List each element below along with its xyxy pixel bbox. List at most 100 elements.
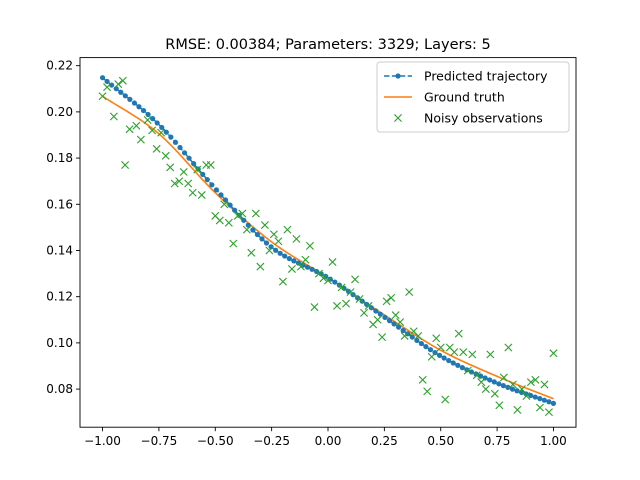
observation-point [265, 246, 274, 255]
predicted-point [496, 381, 502, 387]
observation-point [98, 92, 107, 101]
observation-point [531, 375, 540, 384]
observation-point [206, 161, 215, 170]
predicted-point [209, 182, 215, 188]
observation-point [278, 277, 287, 286]
observation-point [418, 375, 427, 384]
observation-point [157, 128, 166, 137]
observation-point [251, 209, 260, 218]
observation-point [436, 343, 445, 352]
legend-predicted-label: Predicted trajectory [424, 69, 548, 84]
predicted-point [436, 352, 443, 358]
predicted-point [382, 314, 388, 321]
observation-point [499, 373, 508, 382]
observation-point [432, 334, 441, 343]
observation-point [184, 179, 193, 188]
observation-point [391, 311, 400, 320]
observation-point [319, 274, 328, 283]
predicted-point [537, 396, 543, 402]
predicted-point [546, 399, 552, 405]
predicted-point [163, 129, 169, 135]
predicted-point [191, 161, 197, 167]
chart-title: RMSE: 0.00384; Parameters: 3329; Layers:… [165, 37, 491, 53]
predicted-point [309, 266, 315, 272]
predicted-point [446, 357, 452, 364]
predicted-point [295, 260, 301, 266]
observation-point [328, 258, 337, 267]
observation-point [256, 262, 265, 271]
y-tick-label: 0.18 [46, 151, 73, 165]
predicted-point [418, 340, 424, 347]
observation-point [490, 389, 499, 398]
predicted-point [177, 144, 183, 151]
legend-box [376, 61, 570, 133]
predicted-point [459, 365, 465, 371]
predicted-point [159, 124, 165, 131]
x-tick-label: −0.75 [141, 434, 178, 448]
observation-point [544, 408, 553, 417]
predicted-point [396, 324, 402, 330]
x-tick-label: 0.25 [371, 434, 398, 448]
y-tick-label: 0.14 [46, 243, 73, 257]
predicted-point [327, 276, 333, 282]
predicted-point [373, 308, 379, 314]
observation-point [287, 264, 296, 273]
observation-point [459, 348, 468, 357]
predicted-point [263, 240, 270, 246]
predicted-point [291, 258, 297, 264]
observation-point [472, 371, 481, 380]
predicted-point [487, 377, 493, 383]
observation-point [148, 126, 157, 135]
observation-point [188, 188, 197, 197]
predicted-point [500, 383, 506, 389]
x-tick-label: 1.00 [540, 434, 567, 448]
y-tick-label: 0.22 [46, 59, 73, 73]
predicted-point [423, 344, 429, 350]
predicted-point [168, 134, 174, 140]
observation-point [414, 331, 423, 340]
predicted-point [227, 202, 233, 208]
predicted-point [104, 78, 110, 85]
observation-point [342, 299, 351, 308]
predicted-point [127, 96, 133, 102]
observation-point [427, 352, 436, 361]
predicted-point [541, 397, 547, 403]
predicted-point [377, 311, 383, 317]
legend: Predicted trajectory Ground truth Noisy ob… [376, 61, 570, 133]
predicted-point [172, 139, 179, 145]
observation-point [387, 293, 396, 302]
observation-point [242, 225, 251, 234]
predicted-point [99, 75, 106, 81]
predicted-point [186, 155, 192, 161]
observation-point [224, 218, 233, 227]
predicted-point [368, 305, 374, 311]
predicted-point [400, 327, 406, 334]
observation-point [215, 216, 224, 225]
legend-ground-truth-label: Ground truth [424, 90, 505, 105]
observation-point [477, 378, 486, 387]
observation-point [109, 112, 118, 121]
observation-point [549, 349, 558, 358]
y-tick-label: 0.08 [46, 382, 73, 396]
observation-point [193, 165, 202, 174]
observation-point [233, 211, 242, 220]
observation-point [364, 301, 373, 310]
observation-point [121, 161, 130, 170]
observation-point [136, 135, 145, 144]
predicted-point [118, 89, 124, 95]
observation-point [238, 209, 247, 218]
observation-point [382, 297, 391, 306]
predicted-point [145, 111, 151, 118]
predicted-point [259, 236, 265, 242]
predicted-point [282, 253, 288, 259]
predicted-point [432, 350, 438, 356]
predicted-point [218, 192, 224, 198]
observation-point [333, 301, 342, 310]
predicted-point [277, 250, 283, 256]
observation-point [513, 405, 522, 414]
observation-point [400, 331, 409, 340]
observation-point [229, 239, 238, 248]
predicted-point [273, 247, 279, 253]
observation-point [324, 276, 332, 285]
